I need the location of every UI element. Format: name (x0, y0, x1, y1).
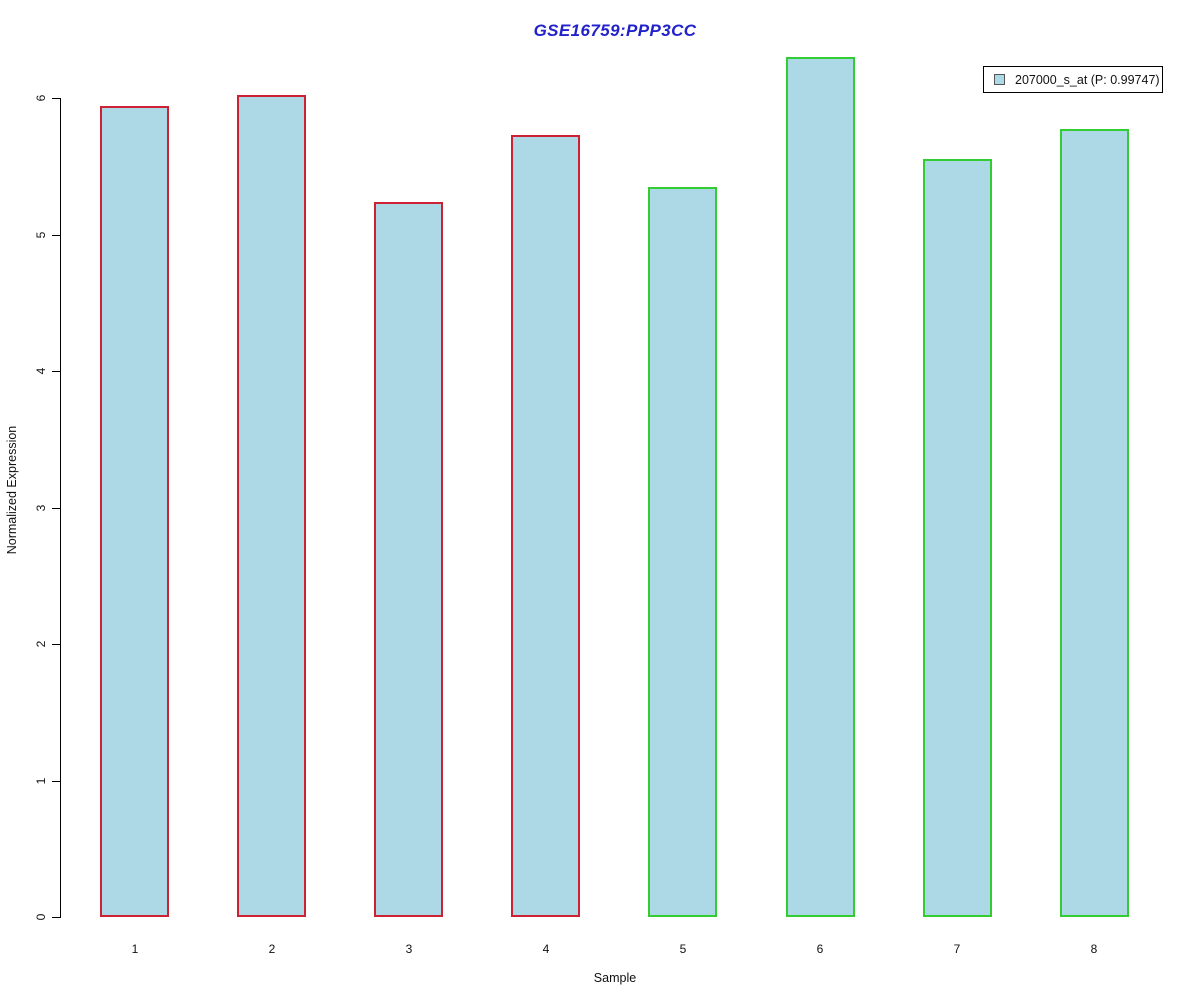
y-tick-mark (52, 371, 60, 372)
bar-sample-6 (786, 57, 855, 917)
x-tick-label: 7 (953, 942, 961, 956)
y-tick-mark (52, 780, 60, 782)
bar-sample-3 (374, 202, 443, 917)
y-tick-label: 0 (34, 913, 48, 921)
y-tick-mark (52, 917, 60, 918)
legend-label: 207000_s_at (P: 0.99747) (1015, 72, 1160, 87)
x-tick-label: 6 (816, 942, 824, 956)
y-tick-label: 4 (34, 367, 48, 375)
x-tick-label: 2 (268, 942, 276, 956)
bar-sample-4 (511, 135, 580, 917)
y-tick-label: 2 (34, 640, 48, 648)
x-tick-label: 1 (131, 942, 139, 956)
bar-sample-5 (648, 187, 717, 917)
x-tick-label: 8 (1090, 942, 1098, 956)
chart-title: GSE16759:PPP3CC (533, 21, 697, 40)
y-axis-line (60, 98, 61, 918)
x-tick-label: 5 (679, 942, 687, 956)
y-tick-mark (52, 98, 60, 99)
legend: 207000_s_at (P: 0.99747) (983, 66, 1163, 93)
y-tick-label: 6 (34, 94, 48, 102)
bar-sample-7 (923, 159, 992, 917)
y-tick-label: 3 (34, 504, 48, 511)
y-axis-title: Normalized Expression (5, 425, 19, 555)
bar-sample-8 (1060, 129, 1129, 917)
y-tick-mark (52, 507, 60, 509)
y-tick-mark (52, 644, 60, 645)
y-tick-label: 5 (34, 231, 48, 238)
x-tick-label: 4 (542, 942, 550, 956)
bar-sample-2 (237, 95, 306, 917)
x-axis-title: Sample (593, 971, 637, 985)
x-tick-label: 3 (405, 942, 413, 956)
y-tick-label: 1 (34, 777, 48, 784)
bar-sample-1 (100, 106, 169, 917)
legend-swatch-icon (994, 74, 1005, 85)
y-tick-mark (52, 234, 60, 236)
